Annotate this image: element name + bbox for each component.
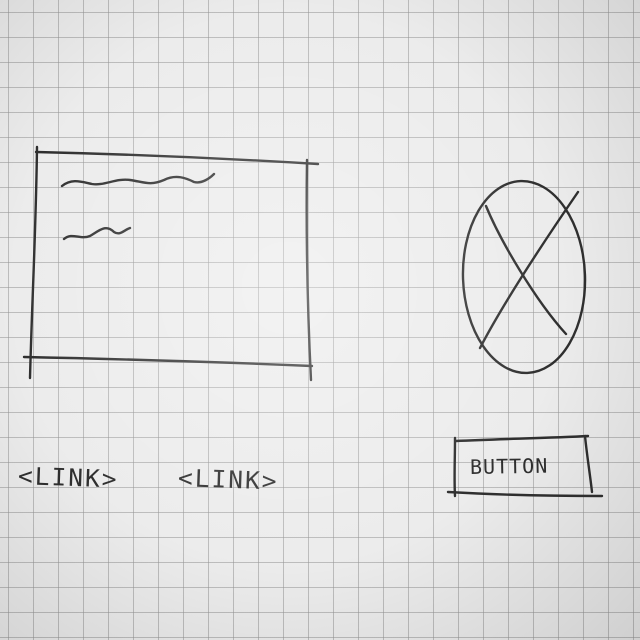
image-placeholder-cross-stroke [478, 190, 580, 350]
image-placeholder-cross-stroke [484, 204, 568, 336]
content-card [22, 145, 320, 382]
link-1[interactable]: <LINK> [17, 462, 120, 494]
button-outline [446, 434, 604, 498]
button-bottom-edge [446, 490, 604, 498]
button-top-edge [454, 434, 590, 443]
card-left-edge [28, 145, 39, 380]
button-right-edge [583, 434, 594, 494]
card-bottom-edge [22, 355, 314, 368]
text-squiggle-line [62, 226, 132, 241]
card-top-edge [34, 150, 320, 166]
image-placeholder-outline [461, 179, 587, 375]
link-2[interactable]: <LINK> [177, 464, 280, 496]
text-squiggle-line [60, 172, 216, 188]
card-right-edge [305, 158, 313, 382]
button-label[interactable]: BUTTON [469, 453, 549, 479]
image-placeholder-icon [461, 179, 587, 375]
